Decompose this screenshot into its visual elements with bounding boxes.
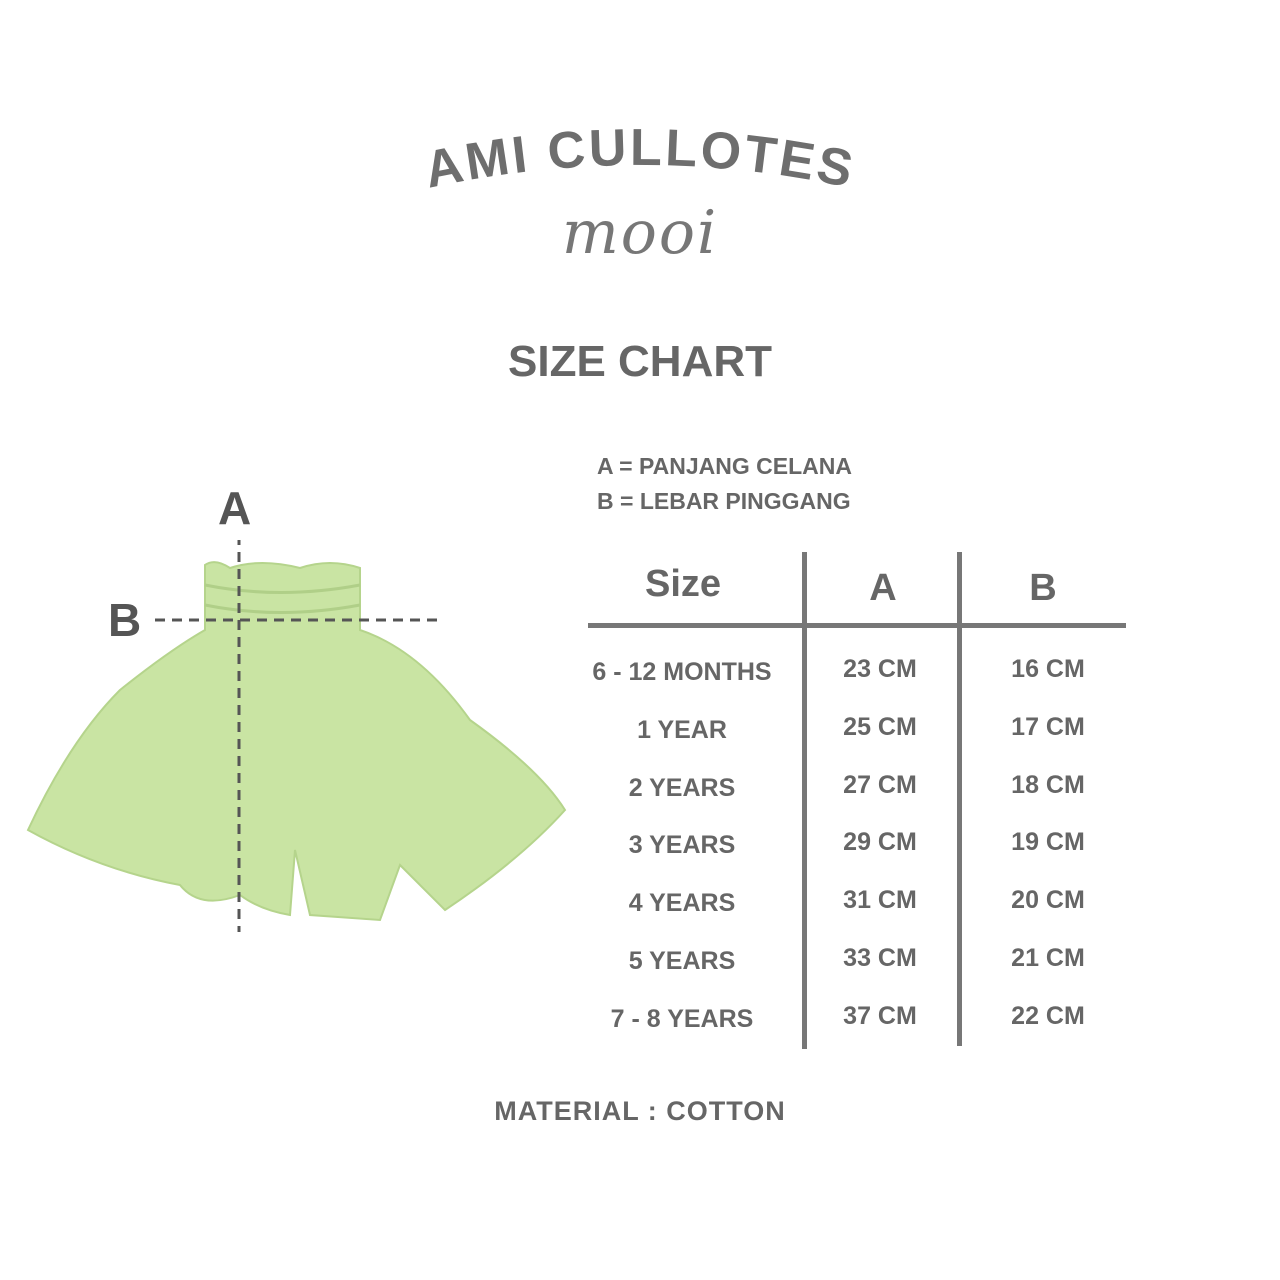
header-size: Size: [644, 563, 722, 605]
length-cell: 33 CM: [843, 944, 917, 972]
garment-diagram: [26, 540, 567, 932]
column-divider: [802, 552, 807, 1049]
brand-logo: mooi: [561, 198, 719, 268]
product-title-text: AMI CULLOTES: [420, 119, 858, 200]
size-cell: 6 - 12 MONTHS: [592, 658, 772, 686]
size-cell: 3 YEARS: [628, 831, 736, 860]
waist-cell: 17 CM: [1011, 712, 1085, 741]
length-cell: 27 CM: [843, 770, 917, 799]
legend-b: B = LEBAR PINGGANG: [597, 488, 851, 514]
header-b: B: [1029, 567, 1057, 609]
waist-cell: 22 CM: [1011, 1001, 1085, 1030]
length-cell: 25 CM: [843, 712, 917, 741]
waist-cell: 21 CM: [1011, 944, 1085, 972]
header-divider: [588, 623, 1126, 628]
header-a: A: [869, 567, 897, 609]
legend-a: A = PANJANG CELANA: [597, 453, 852, 479]
waist-cell: 16 CM: [1011, 655, 1085, 683]
waist-cell: 20 CM: [1011, 886, 1085, 915]
material-note: MATERIAL : COTTON: [494, 1096, 786, 1126]
length-cell: 31 CM: [843, 886, 917, 915]
waist-cell: 19 CM: [1011, 828, 1085, 857]
size-cell: 2 YEARS: [628, 773, 736, 802]
size-cell: 1 YEAR: [637, 715, 727, 744]
size-cell: 4 YEARS: [628, 889, 736, 918]
column-divider: [957, 552, 962, 1046]
chart-title: SIZE CHART: [508, 337, 772, 386]
length-cell: 29 CM: [843, 828, 917, 857]
size-cell: 7 - 8 YEARS: [610, 1004, 754, 1033]
length-cell: 37 CM: [843, 1001, 917, 1030]
product-title: AMI CULLOTES: [420, 119, 861, 200]
waist-cell: 18 CM: [1011, 770, 1085, 799]
dimension-a-label: A: [218, 482, 252, 534]
svg-text:AMI CULLOTES: AMI CULLOTES: [420, 119, 861, 200]
dimension-b-label: B: [108, 594, 142, 646]
size-cell: 5 YEARS: [628, 947, 736, 975]
culottes-image: [26, 561, 567, 922]
length-cell: 23 CM: [843, 655, 917, 683]
